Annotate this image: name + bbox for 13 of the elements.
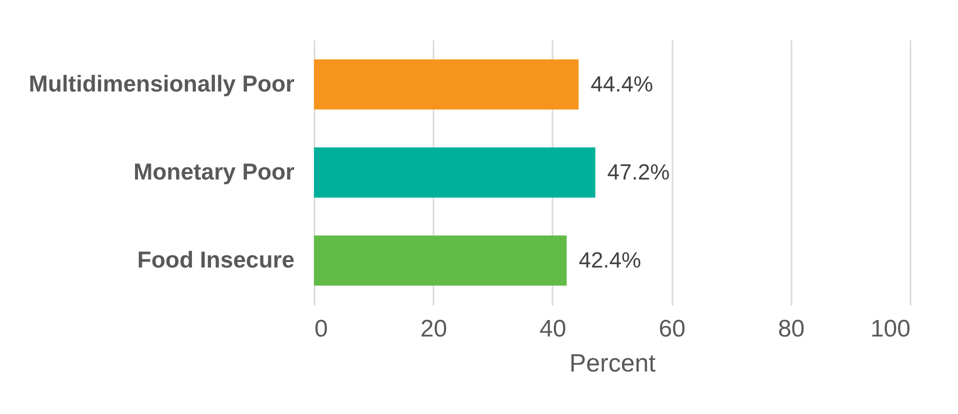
x-tick-label: 80 [778,316,805,342]
x-tick-label: 100 [870,316,910,342]
x-tick-label: 60 [658,316,686,342]
data-label: 42.4% [578,248,642,273]
y-tick-label: Multidimensionally Poor [28,70,295,96]
data-label: 47.2% [607,160,670,184]
y-tick-label: Food Insecure [137,246,294,273]
data-label: 44.4% [590,71,654,96]
x-tick-label: 40 [540,316,566,342]
x-tick-label: 20 [420,316,448,342]
x-axis-title: Percent [569,350,656,378]
x-tick-label: 0 [314,316,328,342]
y-tick-label: Monetary Poor [133,158,295,184]
